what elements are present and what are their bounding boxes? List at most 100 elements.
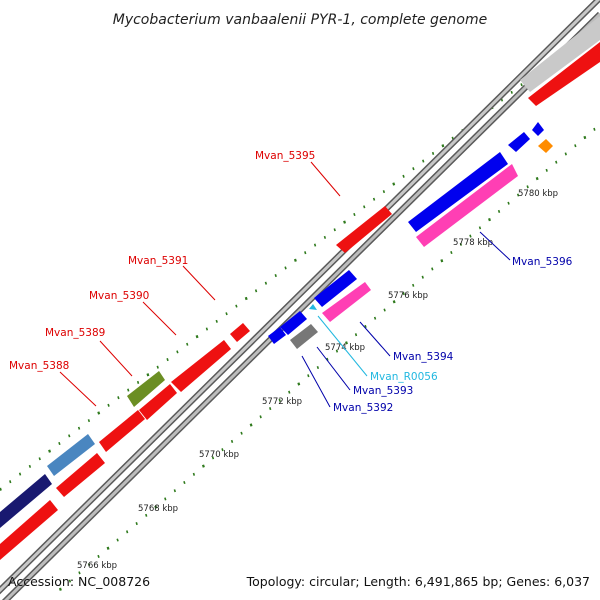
- gene-features: [0, 16, 600, 560]
- tick-label: 5766 kbp: [77, 561, 117, 571]
- gene-label-leader: [182, 265, 216, 301]
- gene-label[interactable]: Mvan_5394: [393, 351, 454, 363]
- tick-dot: [230, 439, 234, 443]
- genome-summary-text: Topology: circular; Length: 6,491,865 bp…: [246, 574, 590, 589]
- feature-reverse-5396: [408, 152, 508, 232]
- tick-dot: [392, 300, 396, 304]
- tick-dot: [507, 201, 510, 205]
- tick-dot: [278, 398, 281, 402]
- tick-dot: [176, 350, 179, 354]
- tick-dot: [323, 235, 327, 239]
- feature-reverse-5392: [268, 327, 286, 344]
- tick-dot: [97, 411, 101, 415]
- tick-dot: [192, 472, 196, 476]
- tick-dot: [313, 243, 317, 247]
- tick-dot: [363, 205, 366, 209]
- tick-dot: [574, 144, 577, 148]
- tick-dot: [136, 380, 140, 384]
- gene-label-leader: [59, 371, 97, 407]
- tick-label: 5780 kbp: [518, 189, 558, 199]
- tick-dot: [402, 292, 405, 296]
- gene-labels: Mvan_5388 Mvan_5389 Mvan_5390 Mvan_5391 Mvan…: [9, 150, 573, 414]
- tick-label: 5778 kbp: [453, 238, 493, 248]
- tick-dot: [421, 275, 424, 279]
- tick-dot: [469, 234, 472, 238]
- tick-dot: [28, 464, 32, 468]
- gene-label[interactable]: Mvan_5395: [255, 150, 315, 162]
- tick-dot: [402, 174, 405, 178]
- gene-label-leader: [316, 346, 351, 391]
- tick-dot: [48, 449, 52, 453]
- gene-label-leader: [359, 321, 391, 357]
- tick-dot: [107, 403, 110, 407]
- tick-dot: [9, 480, 12, 484]
- tick-dot: [307, 374, 310, 378]
- tick-dot: [364, 324, 367, 328]
- gene-label[interactable]: Mvan_5388: [9, 360, 69, 372]
- gene-label[interactable]: Mvan_5393: [353, 385, 413, 397]
- gene-label-leader: [99, 340, 133, 377]
- tick-dot: [117, 396, 120, 400]
- gene-label[interactable]: Mvan_5396: [512, 256, 573, 268]
- tick-dot: [146, 373, 150, 377]
- gene-label[interactable]: Mvan_5392: [333, 402, 393, 414]
- tick-dot: [235, 304, 238, 308]
- gene-label[interactable]: Mvan_5391: [128, 255, 188, 267]
- tick-dot: [264, 281, 268, 285]
- tick-dot: [211, 456, 215, 460]
- tick-dot: [125, 530, 129, 534]
- tick-dot: [412, 283, 415, 287]
- tick-dot: [545, 168, 548, 172]
- tick-dot: [145, 513, 148, 517]
- tick-dot: [58, 587, 62, 591]
- tick-dot: [68, 434, 71, 438]
- tick-dot: [195, 335, 199, 339]
- tick-label: 5768 kbp: [138, 504, 178, 514]
- feature-orange: [538, 139, 553, 153]
- feature-forward-5395: [336, 206, 392, 253]
- tick-dot: [244, 296, 248, 301]
- tick-dot: [254, 289, 258, 293]
- tick-dot: [240, 431, 243, 435]
- tick-dot: [354, 333, 358, 337]
- tick-dot: [450, 250, 453, 255]
- tick-dot: [497, 209, 501, 213]
- feature-forward-5390: [171, 340, 231, 392]
- gene-label[interactable]: Mvan_R0056: [370, 371, 438, 383]
- accession-text: Accession: NC_008726: [8, 574, 150, 589]
- tick-dot: [116, 538, 119, 542]
- tick-dot: [201, 464, 205, 468]
- tick-dot: [186, 342, 189, 346]
- tick-dot: [535, 176, 539, 181]
- feature-forward-5386: [0, 500, 58, 560]
- tick-dot: [383, 308, 386, 312]
- feature-olive-5389: [127, 371, 165, 407]
- feature-forward-5389a: [139, 384, 177, 420]
- feature-reverse-top-small: [532, 122, 544, 136]
- map-title: Mycobacterium vanbaalenii PYR-1, complet…: [113, 12, 488, 28]
- tick-dot: [583, 135, 587, 140]
- feature-rna-5396: [416, 164, 518, 247]
- feature-forward-5388: [99, 410, 145, 452]
- tick-dot: [297, 382, 301, 386]
- tick-label: 5776 kbp: [388, 291, 428, 301]
- tick-dot: [333, 228, 336, 232]
- tick-dot: [249, 423, 253, 427]
- tick-dot: [422, 159, 425, 163]
- tick-dot: [345, 341, 348, 345]
- tick-dot: [382, 190, 386, 194]
- gene-label[interactable]: Mvan_5389: [45, 327, 105, 339]
- tick-dot: [412, 167, 415, 171]
- feature-rna-R0056: [309, 304, 317, 310]
- tick-dot: [205, 327, 209, 331]
- tick-dot: [154, 505, 158, 509]
- tick-dot: [564, 152, 567, 156]
- tick-dot: [372, 197, 376, 201]
- tick-dot: [353, 212, 356, 217]
- gene-label[interactable]: Mvan_5390: [89, 290, 149, 302]
- feature-rna-5394: [322, 282, 371, 322]
- feature-forward-top: [528, 42, 600, 106]
- tick-dot: [478, 226, 482, 230]
